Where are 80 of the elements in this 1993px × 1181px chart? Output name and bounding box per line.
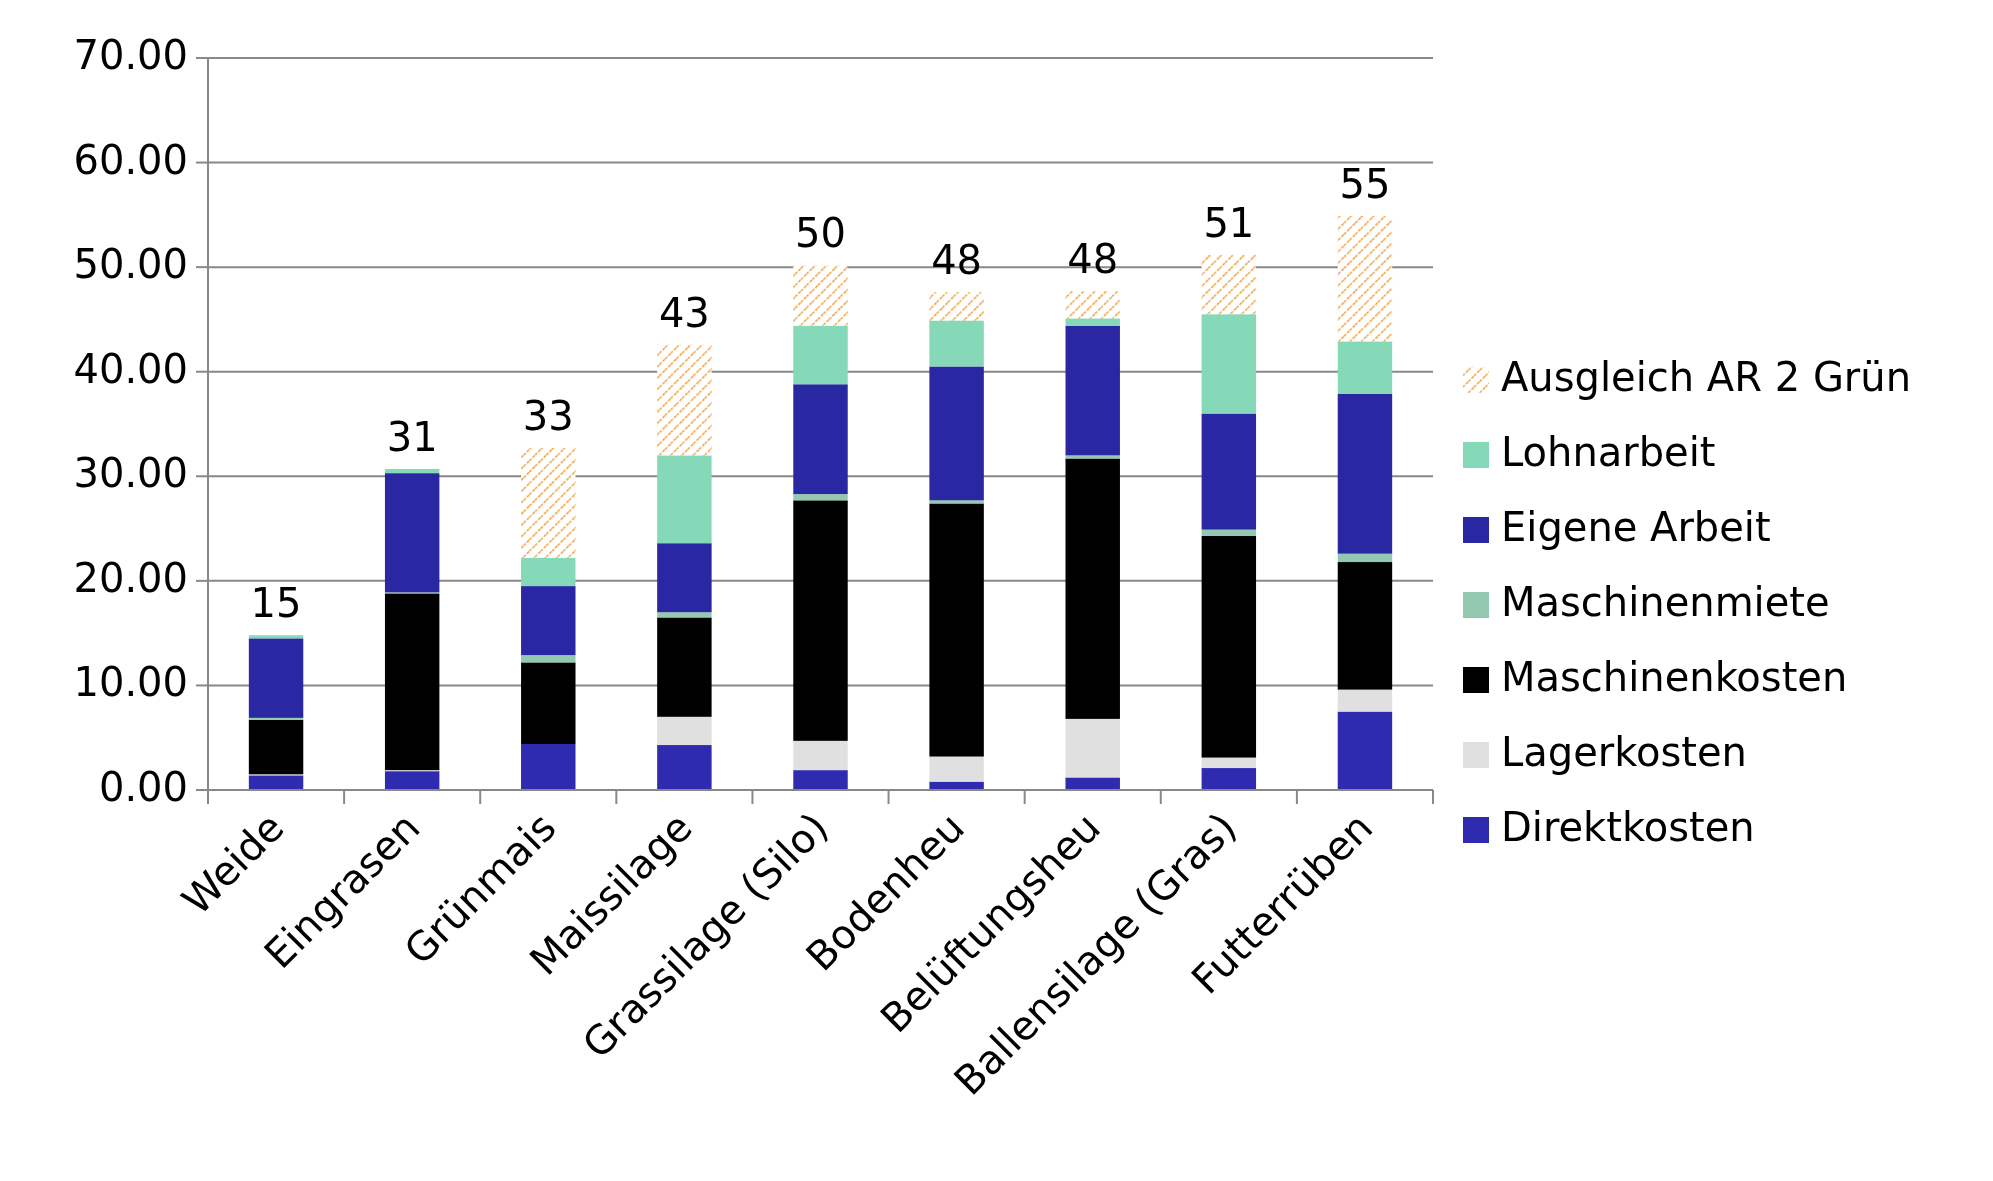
bar xyxy=(657,612,712,618)
bar xyxy=(657,617,712,717)
y-tick-label: 50.00 xyxy=(73,241,188,288)
bar xyxy=(384,473,440,593)
bar xyxy=(657,745,712,790)
legend-label: Lagerkosten xyxy=(1501,729,1747,775)
bar xyxy=(1201,757,1257,769)
legend-label: Lohnarbeit xyxy=(1501,429,1716,475)
bar xyxy=(1201,529,1257,536)
bar xyxy=(521,448,576,558)
bar xyxy=(521,662,576,744)
total-label: 48 xyxy=(931,237,983,284)
bar xyxy=(248,635,304,639)
bar xyxy=(929,366,984,501)
bar xyxy=(929,320,984,367)
bar xyxy=(1065,318,1120,326)
bar xyxy=(793,740,848,771)
legend-label: Maschinenkosten xyxy=(1501,654,1848,700)
bar xyxy=(1201,314,1257,414)
bar xyxy=(1201,768,1257,790)
bar xyxy=(929,756,984,782)
y-tick-label: 10.00 xyxy=(73,659,188,706)
bar xyxy=(793,494,848,501)
bar xyxy=(384,771,440,790)
bar xyxy=(1337,393,1393,554)
bar xyxy=(1065,291,1120,319)
bar xyxy=(521,743,576,790)
y-tick-label: 30.00 xyxy=(73,450,188,497)
bar xyxy=(793,500,848,741)
bar xyxy=(384,468,440,474)
bar xyxy=(793,265,848,326)
bar xyxy=(929,500,984,504)
legend-label: Ausgleich AR 2 Grün xyxy=(1501,354,1912,400)
bar xyxy=(1201,413,1257,530)
bar xyxy=(248,717,304,720)
bar xyxy=(657,344,712,456)
bar xyxy=(793,325,848,385)
bar xyxy=(1337,562,1393,690)
legend-label: Direktkosten xyxy=(1501,804,1755,850)
bar xyxy=(521,557,576,587)
bar xyxy=(793,384,848,495)
bar xyxy=(657,455,712,544)
bar xyxy=(657,716,712,746)
bar xyxy=(1065,458,1120,719)
bar xyxy=(657,543,712,613)
bar xyxy=(1201,535,1257,758)
total-label: 48 xyxy=(1067,236,1119,283)
bar xyxy=(1337,553,1393,563)
total-label: 50 xyxy=(795,210,846,257)
y-tick-label: 40.00 xyxy=(73,345,188,392)
bar xyxy=(1065,777,1120,790)
bar xyxy=(929,503,984,757)
total-label: 15 xyxy=(250,580,302,627)
total-label: 33 xyxy=(522,393,574,440)
bar xyxy=(384,593,440,771)
y-tick-label: 0.00 xyxy=(98,764,188,810)
total-label: 51 xyxy=(1203,199,1255,246)
bar xyxy=(521,586,576,656)
bar xyxy=(1065,455,1120,459)
legend-label: Eigene Arbeit xyxy=(1501,504,1771,550)
y-tick-label: 70.00 xyxy=(73,32,188,78)
y-tick-label: 60.00 xyxy=(73,136,188,183)
bar xyxy=(793,770,848,790)
bar xyxy=(248,638,304,718)
total-label: 31 xyxy=(386,413,438,460)
bar xyxy=(248,719,304,775)
bar xyxy=(248,775,304,790)
legend-label: Maschinenmiete xyxy=(1501,579,1830,625)
total-label: 43 xyxy=(658,289,710,336)
bar xyxy=(929,292,984,321)
bar xyxy=(1201,254,1257,315)
total-label: 55 xyxy=(1339,160,1391,207)
bar xyxy=(1337,215,1393,342)
bar xyxy=(1065,325,1120,456)
bar xyxy=(1065,718,1120,778)
bar xyxy=(1337,689,1393,712)
bar xyxy=(1337,711,1393,790)
y-tick-label: 20.00 xyxy=(73,554,188,601)
bar xyxy=(1337,341,1393,394)
bar xyxy=(521,655,576,663)
